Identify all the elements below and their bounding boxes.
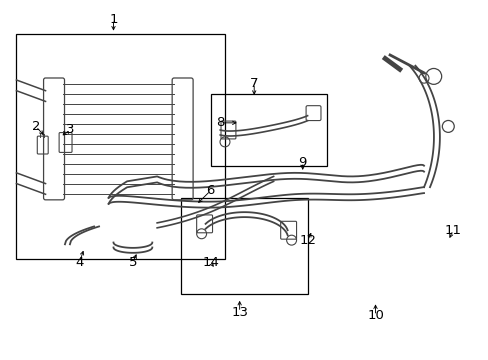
Text: 12: 12	[299, 234, 315, 247]
Text: 4: 4	[75, 256, 83, 269]
Bar	[181, 198, 307, 294]
Text: 1: 1	[109, 13, 118, 26]
Text: 9: 9	[298, 156, 306, 168]
Text: 5: 5	[128, 256, 137, 269]
Text: 14: 14	[202, 256, 219, 269]
Text: 2: 2	[32, 120, 40, 133]
Text: 3: 3	[65, 123, 74, 136]
Bar	[17, 33, 224, 258]
Text: 7: 7	[249, 77, 258, 90]
Text: 8: 8	[216, 116, 224, 129]
Bar	[210, 94, 326, 166]
Text: 6: 6	[206, 184, 214, 197]
Text: 13: 13	[231, 306, 247, 319]
Text: 10: 10	[366, 309, 383, 322]
Text: 11: 11	[444, 224, 461, 237]
